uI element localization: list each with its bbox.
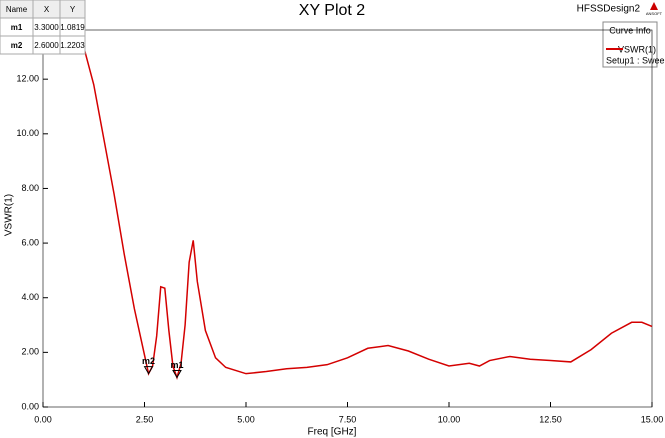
chart-title: XY Plot 2: [299, 2, 366, 19]
table-cell-text: 1.2203: [60, 41, 85, 50]
table-cell: [59, 35, 86, 55]
table-cell-text: 3.3000: [34, 23, 59, 32]
table-cell-text: m1: [11, 23, 23, 32]
y-tick-label: 2.00: [21, 347, 39, 357]
x-tick-label: 15.00: [641, 414, 664, 424]
design-name: HFSSDesign2: [577, 4, 641, 15]
marker-point: [143, 366, 154, 375]
x-tick-label: 5.00: [237, 414, 255, 424]
y-tick-label: 12.00: [16, 74, 39, 84]
x-tick-label: 0.00: [34, 414, 52, 424]
logo: ANSOFT: [646, 11, 663, 16]
x-tick-label: 2.50: [136, 414, 154, 424]
table-header: X: [44, 5, 50, 14]
y-tick-label: 4.00: [21, 292, 39, 302]
marker-point: [172, 369, 182, 379]
marker-label: m1: [170, 360, 183, 370]
y-tick-label: 6.00: [21, 237, 39, 247]
legend-subtitle: Setup1 : Sweep: [606, 55, 665, 65]
y-tick-label: 10.00: [16, 128, 39, 138]
table-cell-text: 1.0819: [60, 23, 85, 32]
table-header: Y: [70, 5, 76, 14]
legend-title: Curve Info: [609, 25, 651, 35]
x-axis-label: Freq [GHz]: [308, 427, 357, 438]
x-tick-label: 10.00: [438, 414, 461, 424]
legend-entry: VSWR(1): [618, 44, 656, 54]
y-axis-label: VSWR(1): [4, 194, 15, 236]
table-cell-text: 2.6000: [34, 41, 59, 50]
table-header: Name: [6, 5, 28, 14]
table-cell-text: m2: [11, 41, 23, 50]
legend-box: [602, 21, 658, 68]
y-tick-label: 0.00: [21, 401, 39, 411]
x-tick-label: 12.50: [539, 414, 562, 424]
y-tick-label: 8.00: [21, 183, 39, 193]
marker-label: m2: [142, 356, 155, 366]
logo-icon: [650, 2, 658, 10]
x-tick-label: 7.50: [339, 414, 357, 424]
